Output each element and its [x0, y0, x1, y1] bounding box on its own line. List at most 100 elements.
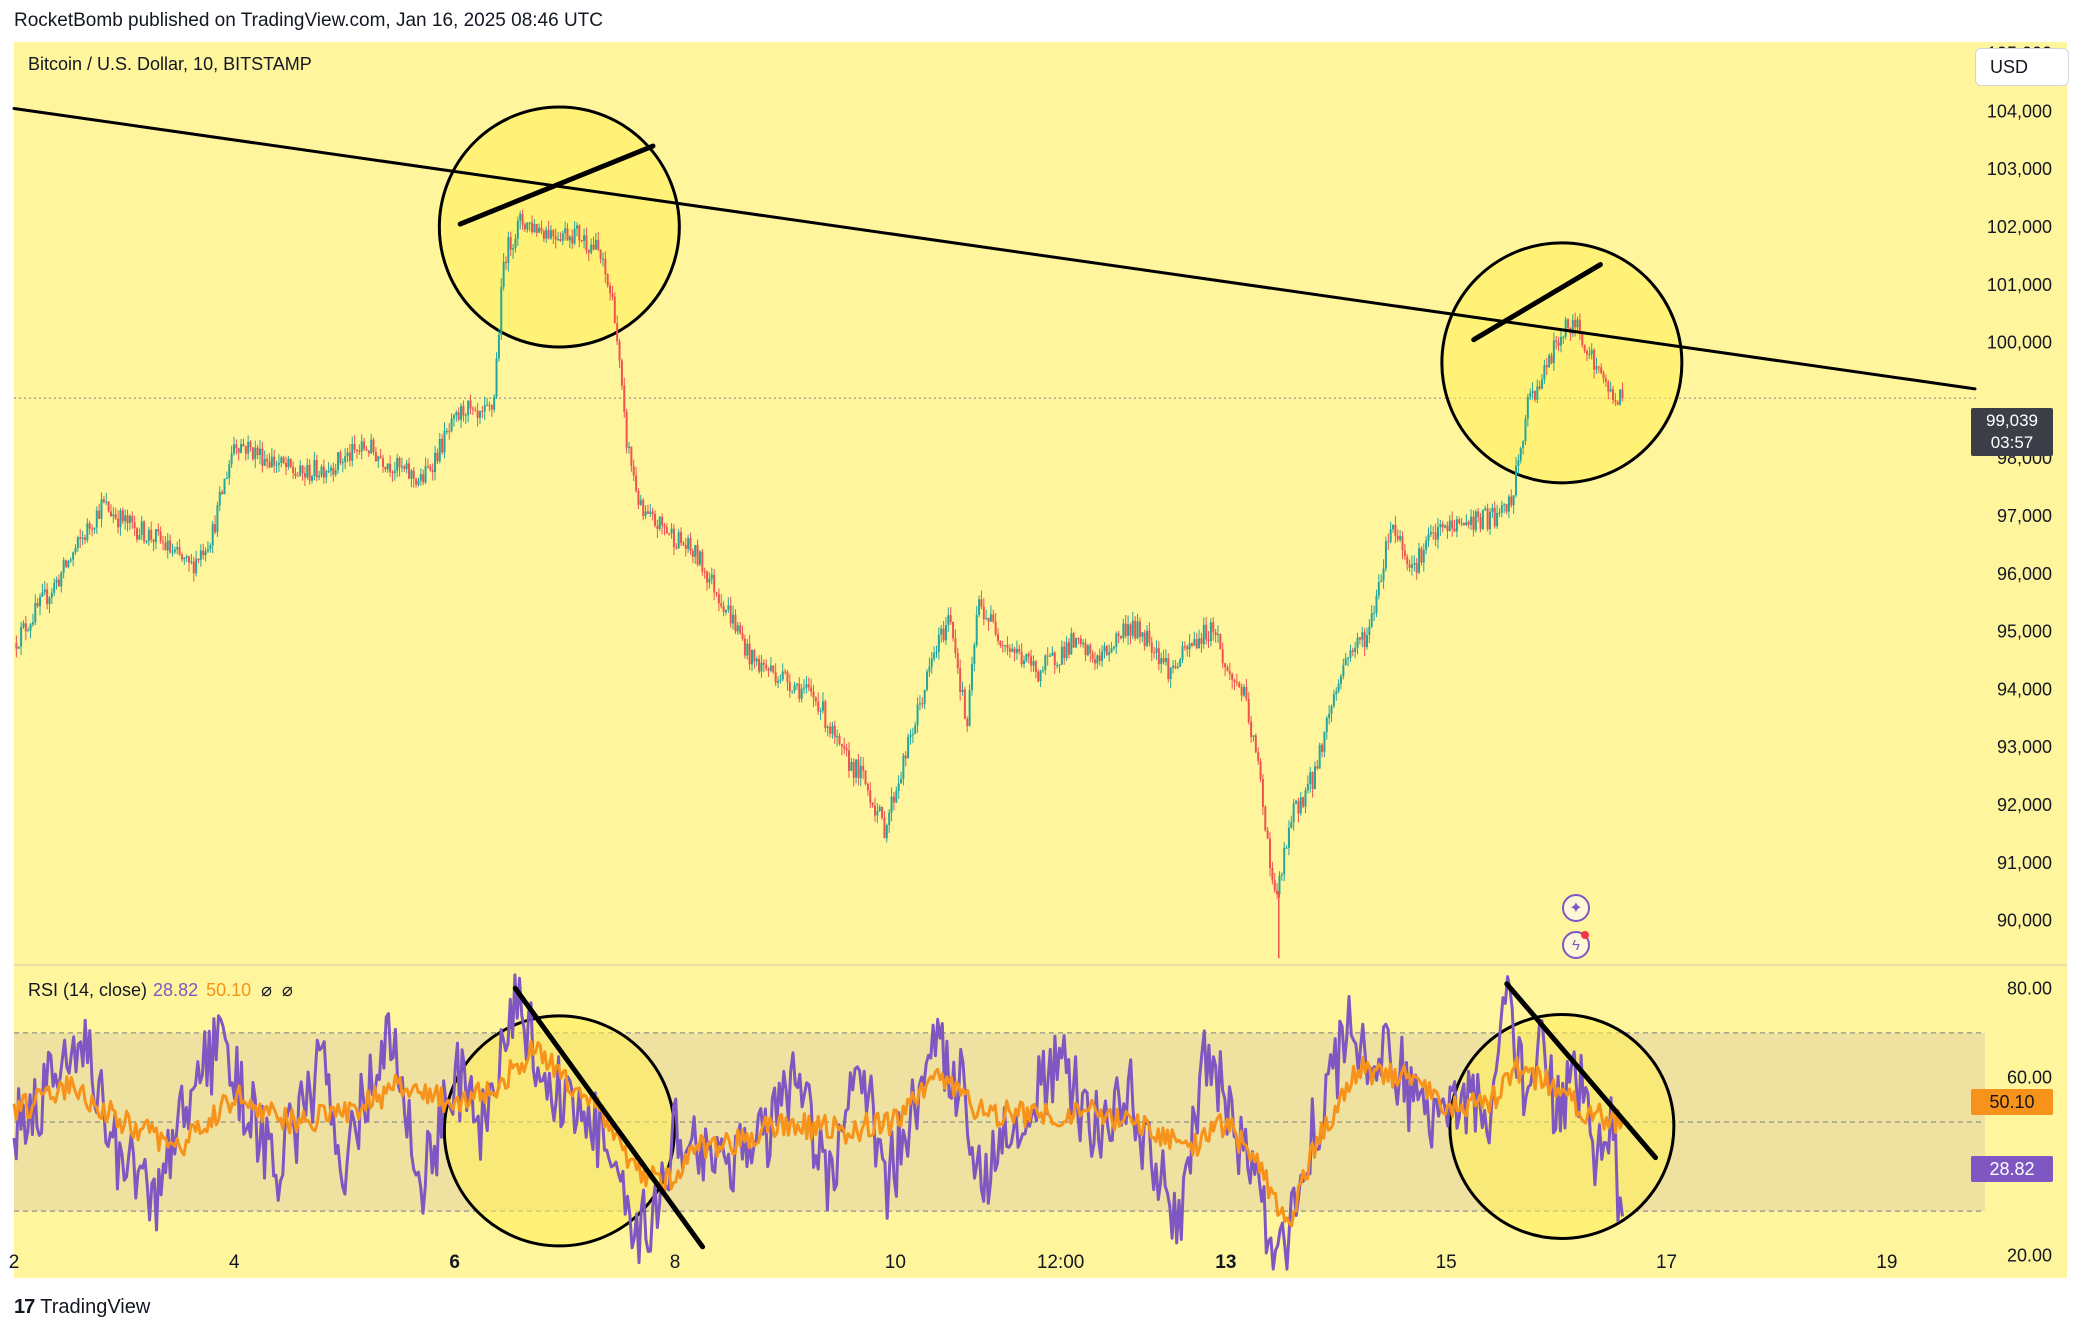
candle-body: [1046, 655, 1049, 657]
rsi-series-line: [12, 973, 1624, 1271]
candle-body: [1202, 624, 1205, 644]
candle-body: [1555, 340, 1558, 342]
candle-body: [313, 459, 316, 476]
candle-body: [606, 274, 609, 286]
candle-body: [469, 400, 472, 409]
candle-body: [521, 214, 524, 225]
candle-body: [644, 511, 647, 516]
candle-body: [703, 571, 706, 573]
candle-body: [74, 548, 77, 553]
candle-body: [301, 465, 304, 474]
candle-body: [98, 510, 101, 519]
candle-body: [1292, 803, 1295, 823]
candle-body: [1380, 580, 1383, 583]
last-price-tag: 99,039 03:57: [1971, 408, 2053, 456]
candle-body: [528, 222, 531, 224]
candle-body: [242, 443, 245, 447]
candle-body: [656, 525, 659, 529]
candle-body: [27, 630, 30, 632]
candle-body: [566, 228, 569, 241]
candle-body: [720, 603, 723, 607]
candle-body: [1493, 507, 1496, 527]
candle-body: [1396, 535, 1399, 540]
candle-body: [1562, 336, 1565, 338]
candle-body: [133, 522, 136, 529]
rsi-legend[interactable]: RSI (14, close) 28.82 50.10 ⌀ ⌀: [28, 980, 293, 1001]
price-axis: 105,000104,000103,000102,000101,000100,0…: [14, 44, 2052, 931]
candle-body: [824, 701, 827, 729]
candle-body: [43, 589, 46, 593]
candle-body: [890, 796, 893, 813]
candle-body: [247, 441, 250, 454]
candle-body: [1188, 643, 1191, 650]
rsi-lines: [12, 973, 1624, 1271]
candle-body: [57, 579, 60, 587]
candle-body: [365, 449, 368, 451]
candle-body: [126, 515, 129, 524]
candle-body: [162, 541, 165, 543]
candle-body: [105, 501, 108, 503]
candle-body: [351, 444, 354, 461]
candle-body: [1264, 806, 1267, 831]
candle-body: [1574, 319, 1577, 328]
candle-body: [400, 466, 403, 468]
candle-body: [1138, 621, 1141, 637]
candle-body: [807, 684, 810, 688]
price-tick-label: 95,000: [1997, 622, 2052, 642]
candle-body: [1474, 511, 1477, 531]
candle-body: [419, 474, 422, 481]
candle-body: [355, 449, 358, 451]
candle-body: [722, 606, 725, 613]
candle-body: [386, 463, 389, 470]
candle-body: [992, 614, 995, 622]
candle-body: [1541, 379, 1544, 389]
candle-body: [871, 802, 874, 806]
candle-body: [928, 666, 931, 672]
candle-body: [1451, 520, 1454, 529]
candle-body: [1039, 670, 1042, 682]
candle-body: [1524, 419, 1527, 442]
candle-body: [1313, 766, 1316, 789]
candle-body: [559, 238, 562, 241]
price-tick-label: 100,000: [1987, 333, 2052, 353]
candle-body: [1051, 652, 1054, 656]
candle-body: [1422, 549, 1425, 563]
candle-body: [452, 415, 455, 419]
candle-body: [803, 687, 806, 689]
candle-body: [987, 618, 990, 622]
candle-body: [1467, 522, 1470, 525]
candle-body: [989, 614, 992, 622]
currency-button[interactable]: USD: [1975, 48, 2069, 86]
candle-body: [448, 430, 451, 432]
candle-body: [372, 439, 375, 452]
candle-body: [308, 464, 311, 481]
lightning-icon[interactable]: ϟ: [1562, 931, 1590, 959]
candle-body: [826, 726, 829, 729]
candle-body: [1557, 341, 1560, 346]
candle-body: [1238, 682, 1241, 687]
candle-body: [786, 671, 789, 683]
candle-body: [963, 689, 966, 719]
candle-body: [1408, 564, 1411, 568]
candle-body: [1200, 638, 1203, 644]
candle-body: [249, 441, 252, 448]
candle-body: [1519, 448, 1522, 461]
candle-body: [1488, 512, 1491, 530]
candle-body: [573, 228, 576, 244]
tradingview-footer: 17 TradingView: [14, 1296, 150, 1319]
candle-body: [923, 689, 926, 704]
symbol-title[interactable]: Bitcoin / U.S. Dollar, 10, BITSTAMP: [28, 54, 312, 74]
candle-body: [1500, 505, 1503, 513]
candle-body: [750, 649, 753, 665]
candle-body: [339, 452, 342, 464]
candle-body: [285, 462, 288, 467]
candle-body: [1032, 661, 1035, 666]
candle-body: [1027, 653, 1030, 657]
candle-body: [741, 633, 744, 639]
candle-body: [237, 448, 240, 453]
candle-body: [100, 499, 103, 519]
candle-body: [601, 258, 604, 260]
sparkle-icon[interactable]: ✦: [1562, 894, 1590, 922]
candle-body: [422, 474, 425, 483]
